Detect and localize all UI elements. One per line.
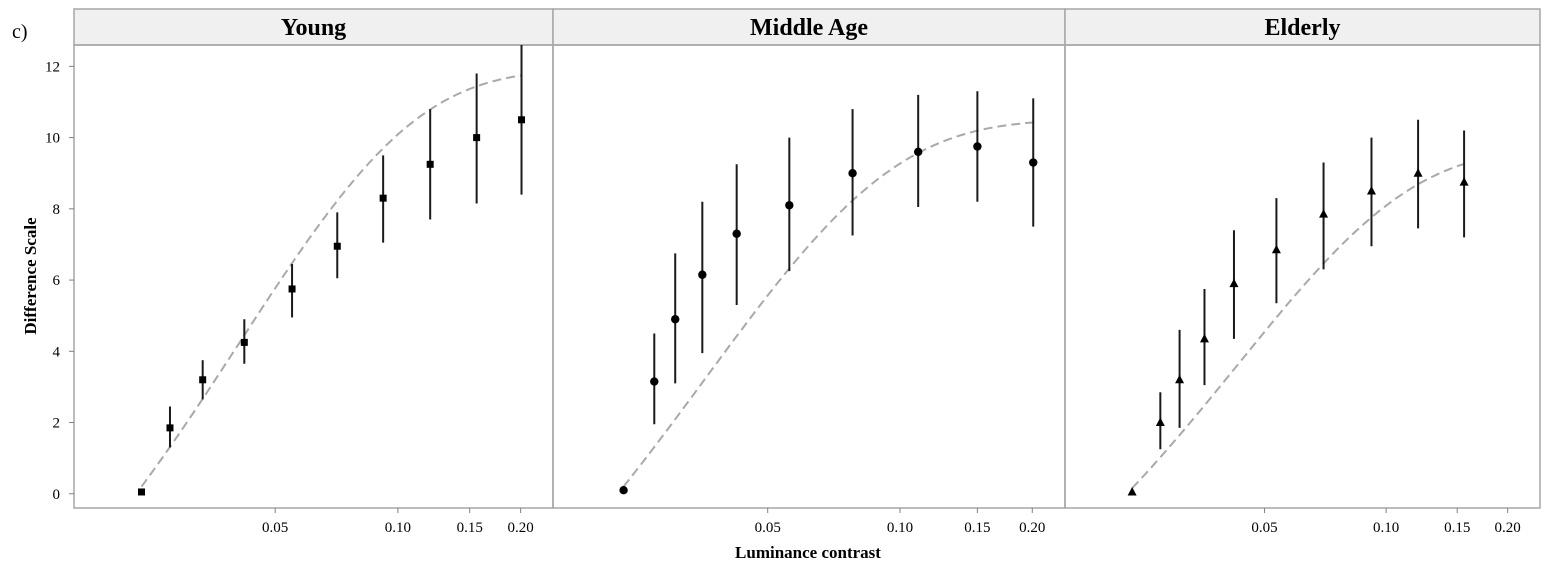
data-point — [1029, 158, 1038, 167]
x-tick-label: 0.15 — [964, 520, 990, 536]
data-point — [1319, 209, 1329, 218]
data-point — [138, 488, 146, 496]
x-tick-label: 0.10 — [1373, 520, 1399, 536]
panel-frame — [552, 44, 1066, 509]
data-point — [1366, 186, 1376, 195]
panel-strip — [552, 8, 1066, 46]
fit-curve — [1131, 162, 1465, 489]
data-point — [199, 376, 207, 384]
x-tick-label: 0.20 — [1019, 520, 1045, 536]
panel-title: Elderly — [1265, 15, 1341, 41]
data-point — [426, 160, 434, 168]
panel-title: Middle Age — [750, 15, 868, 41]
data-point — [698, 270, 707, 279]
data-point — [166, 424, 174, 432]
panel-middle-age: Middle Age 0.05 0.10 0.15 0.20 — [552, 8, 1066, 536]
data-point — [848, 169, 857, 178]
x-tick-label: 0.15 — [1444, 520, 1470, 536]
data-point — [518, 116, 526, 124]
y-tick-label: 6 — [53, 273, 61, 289]
x-tick-label: 0.20 — [508, 520, 534, 536]
data-point — [288, 285, 296, 293]
data-point — [1459, 177, 1469, 186]
data-point — [973, 142, 982, 151]
panel-frame — [73, 44, 554, 509]
x-tick-label: 0.05 — [262, 520, 288, 536]
y-tick-label: 0 — [53, 487, 61, 503]
data-point — [333, 242, 341, 250]
panel-label: c) — [12, 21, 28, 43]
y-axis-label: Difference Scale — [21, 217, 40, 335]
panel-elderly: Elderly 0.05 0.10 0.15 0.20 — [1064, 8, 1541, 536]
data-point — [671, 315, 680, 324]
data-point — [1155, 417, 1165, 427]
data-point — [1127, 486, 1137, 496]
y-tick-label: 10 — [45, 131, 60, 147]
x-tick-label: 0.10 — [887, 520, 913, 536]
data-point — [473, 134, 481, 142]
data-point — [1199, 333, 1209, 343]
data-point — [785, 201, 794, 210]
data-point — [1271, 244, 1281, 254]
fit-curve — [622, 121, 1034, 488]
facet-panels: Young 0.05 0.10 0.15 0.20 0 2 4 6 8 10 12 Middle Age… — [45, 8, 1541, 536]
data-point — [240, 338, 248, 346]
data-point — [732, 229, 741, 238]
x-tick-label: 0.15 — [457, 520, 483, 536]
panel-young: Young 0.05 0.10 0.15 0.20 0 2 4 6 8 10 12 — [45, 8, 554, 536]
x-tick-label: 0.05 — [755, 520, 781, 536]
y-tick-label: 4 — [53, 344, 61, 360]
data-point — [619, 485, 628, 495]
x-tick-label: 0.20 — [1495, 520, 1521, 536]
panel-strip — [73, 8, 554, 46]
x-axis-label: Luminance contrast — [735, 543, 881, 562]
data-point — [379, 194, 387, 202]
data-point — [913, 147, 923, 157]
panel-frame — [1064, 44, 1541, 509]
data-point — [1229, 278, 1239, 288]
y-tick-label: 2 — [53, 416, 61, 432]
panel-title: Young — [281, 15, 346, 41]
data-point — [650, 377, 659, 386]
y-tick-label: 12 — [45, 59, 60, 75]
x-tick-label: 0.10 — [385, 520, 411, 536]
data-point — [1175, 374, 1185, 384]
y-tick-label: 8 — [53, 202, 61, 218]
data-point — [1413, 168, 1423, 177]
x-tick-label: 0.05 — [1251, 520, 1277, 536]
fit-curve — [140, 74, 522, 488]
